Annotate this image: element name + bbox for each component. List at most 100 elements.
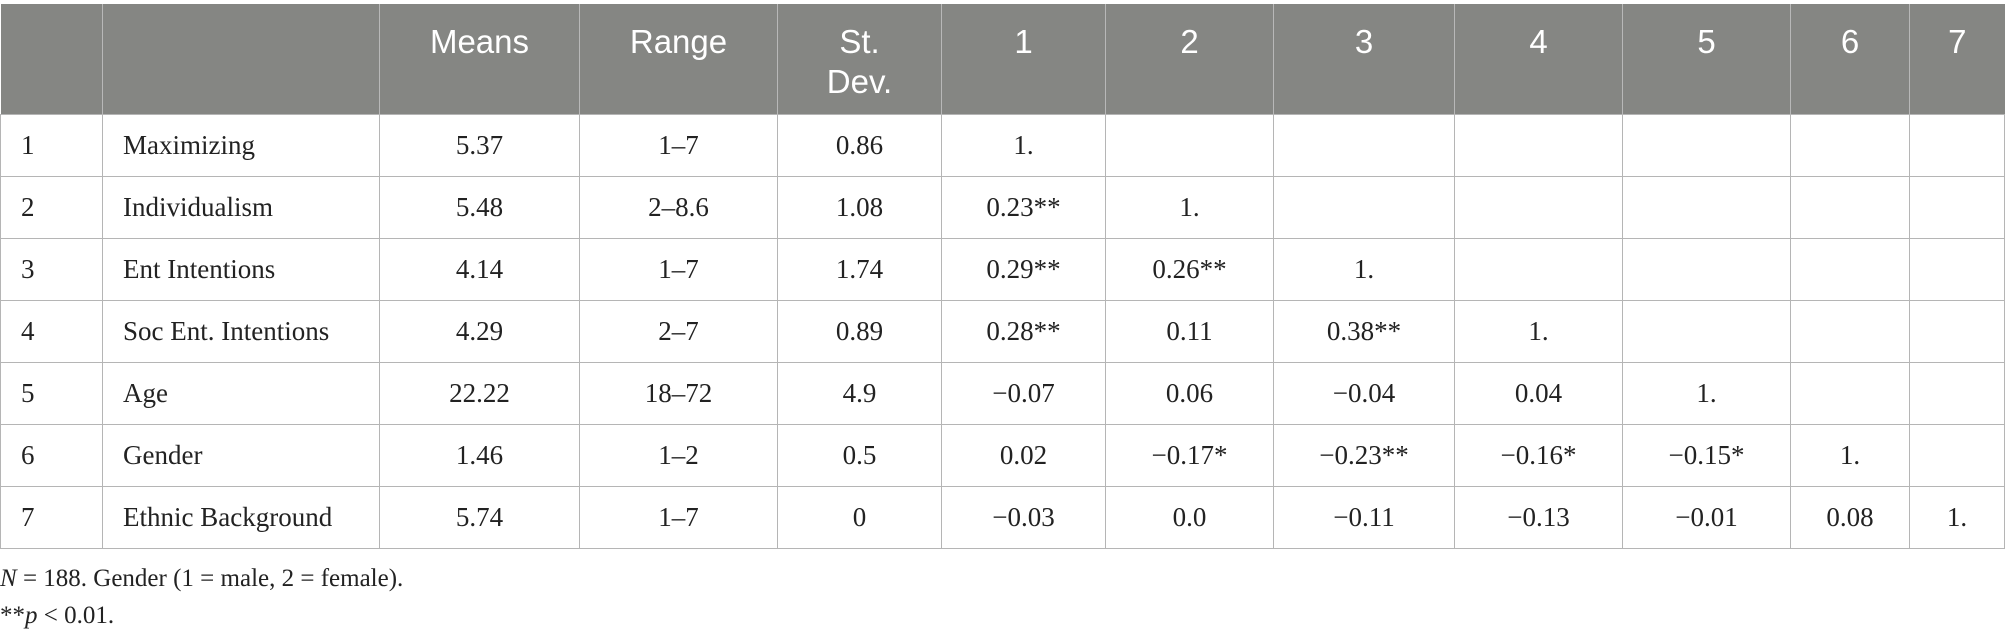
table-cell	[1622, 113, 1791, 177]
variable-name-cell: Maximizing	[102, 113, 380, 177]
table-cell: 1.	[1454, 299, 1623, 363]
p-symbol: p	[25, 602, 38, 629]
table-cell	[1454, 113, 1623, 177]
column-header: St. Dev.	[777, 4, 942, 114]
table-cell: −0.17*	[1105, 423, 1274, 487]
variable-name-cell: Ethnic Background	[102, 485, 380, 549]
table-cell	[1909, 113, 2005, 177]
table-row: 3 Ent Intentions 4.14 1–7 1.74 0.29** 0.26** 1.	[0, 237, 2005, 301]
table-cell: 2–8.6	[579, 175, 778, 239]
column-header: 1	[941, 4, 1106, 114]
variable-name-cell: Soc Ent. Intentions	[102, 299, 380, 363]
table-cell: 0	[777, 485, 942, 549]
table-cell: −0.03	[941, 485, 1106, 549]
variable-name-cell: Age	[102, 361, 380, 425]
row-number-cell: 5	[0, 361, 103, 425]
table-cell: 1.	[1790, 423, 1910, 487]
variable-name-cell: Individualism	[102, 175, 380, 239]
column-header: 3	[1273, 4, 1455, 114]
table-row: 7 Ethnic Background 5.74 1–7 0 −0.03 0.0 −0.11−…	[0, 485, 2005, 549]
table-cell: 1.	[1273, 237, 1455, 301]
row-number-cell: 2	[0, 175, 103, 239]
table-header-row: Means Range St. Dev. 1 2 3 4 5 6 7	[0, 4, 2005, 114]
table-cell: 1.08	[777, 175, 942, 239]
table-row: 4 Soc Ent. Intentions 4.29 2–7 0.89 0.28** 0.1…	[0, 299, 2005, 363]
table-cell: 1.46	[379, 423, 580, 487]
n-symbol: N	[0, 565, 17, 592]
column-header: 7	[1909, 4, 2005, 114]
column-header: Means	[379, 4, 580, 114]
table-cell: 5.74	[379, 485, 580, 549]
table-row: 1 Maximizing 5.37 1–7 0.86 1.	[0, 113, 2005, 177]
table-cell: 0.29**	[941, 237, 1106, 301]
table-cell: −0.11	[1273, 485, 1455, 549]
table-cell	[1105, 113, 1274, 177]
table-cell: 0.08	[1790, 485, 1910, 549]
table-row: 2 Individualism 5.48 2–8.6 1.08 0.23** 1.	[0, 175, 2005, 239]
table-cell	[1790, 299, 1910, 363]
table-cell	[1790, 237, 1910, 301]
table-cell	[1454, 175, 1623, 239]
sample-size-note: N = 188. Gender (1 = male, 2 = female).	[0, 560, 403, 597]
table-notes: N = 188. Gender (1 = male, 2 = female). …	[0, 560, 403, 634]
table-cell: 0.0	[1105, 485, 1274, 549]
table-cell: 2–7	[579, 299, 778, 363]
table-cell: 4.9	[777, 361, 942, 425]
table-cell: 1–2	[579, 423, 778, 487]
column-header	[102, 4, 380, 114]
table-cell: 0.04	[1454, 361, 1623, 425]
table-cell: −0.07	[941, 361, 1106, 425]
column-header: 4	[1454, 4, 1623, 114]
table-cell: 5.48	[379, 175, 580, 239]
significance-text: < 0.01.	[37, 602, 115, 629]
table-cell: −0.15*	[1622, 423, 1791, 487]
significance-stars: **	[0, 602, 25, 629]
row-number-cell: 1	[0, 113, 103, 177]
table-cell: −0.01	[1622, 485, 1791, 549]
table-cell: 1–7	[579, 113, 778, 177]
column-header: Range	[579, 4, 778, 114]
variable-name-cell: Gender	[102, 423, 380, 487]
table-cell: 1.74	[777, 237, 942, 301]
row-number-cell: 3	[0, 237, 103, 301]
table-cell	[1909, 237, 2005, 301]
table-cell: 0.38**	[1273, 299, 1455, 363]
table-cell: 0.86	[777, 113, 942, 177]
table-cell: 1–7	[579, 485, 778, 549]
table-cell: 22.22	[379, 361, 580, 425]
table-cell: 18–72	[579, 361, 778, 425]
column-header: 6	[1790, 4, 1910, 114]
table-body: 1 Maximizing 5.37 1–7 0.86 1. 2 Individualism 5.…	[0, 113, 2005, 549]
significance-note: **p < 0.01.	[0, 597, 403, 634]
sample-size-text: = 188. Gender (1 = male, 2 = female).	[16, 565, 404, 592]
table-cell: 1.	[1909, 485, 2005, 549]
row-number-cell: 7	[0, 485, 103, 549]
variable-name-cell: Ent Intentions	[102, 237, 380, 301]
table-cell	[1790, 361, 1910, 425]
table-cell: 4.14	[379, 237, 580, 301]
table-cell	[1273, 113, 1455, 177]
table-cell: 5.37	[379, 113, 580, 177]
table-cell	[1273, 175, 1455, 239]
table-cell	[1909, 423, 2005, 487]
table-cell: 0.06	[1105, 361, 1274, 425]
column-header: 2	[1105, 4, 1274, 114]
table-cell: 0.23**	[941, 175, 1106, 239]
table-row: 5 Age 22.22 18–72 4.9 −0.07 0.06 −0.04 0.04 1.	[0, 361, 2005, 425]
table-cell: 1.	[941, 113, 1106, 177]
table-cell	[1790, 175, 1910, 239]
table-cell: 0.26**	[1105, 237, 1274, 301]
table-cell: −0.13	[1454, 485, 1623, 549]
row-number-cell: 6	[0, 423, 103, 487]
column-header	[0, 4, 103, 114]
table-cell	[1909, 361, 2005, 425]
table-cell: 1.	[1105, 175, 1274, 239]
table-cell	[1622, 299, 1791, 363]
table-cell: 1.	[1622, 361, 1791, 425]
table-cell	[1454, 237, 1623, 301]
table-cell: −0.23**	[1273, 423, 1455, 487]
column-header: 5	[1622, 4, 1791, 114]
table-cell	[1790, 113, 1910, 177]
correlation-table: Means Range St. Dev. 1 2 3 4 5 6 7 1 Maximizing 5.3…	[0, 4, 2005, 549]
table-cell: 1–7	[579, 237, 778, 301]
